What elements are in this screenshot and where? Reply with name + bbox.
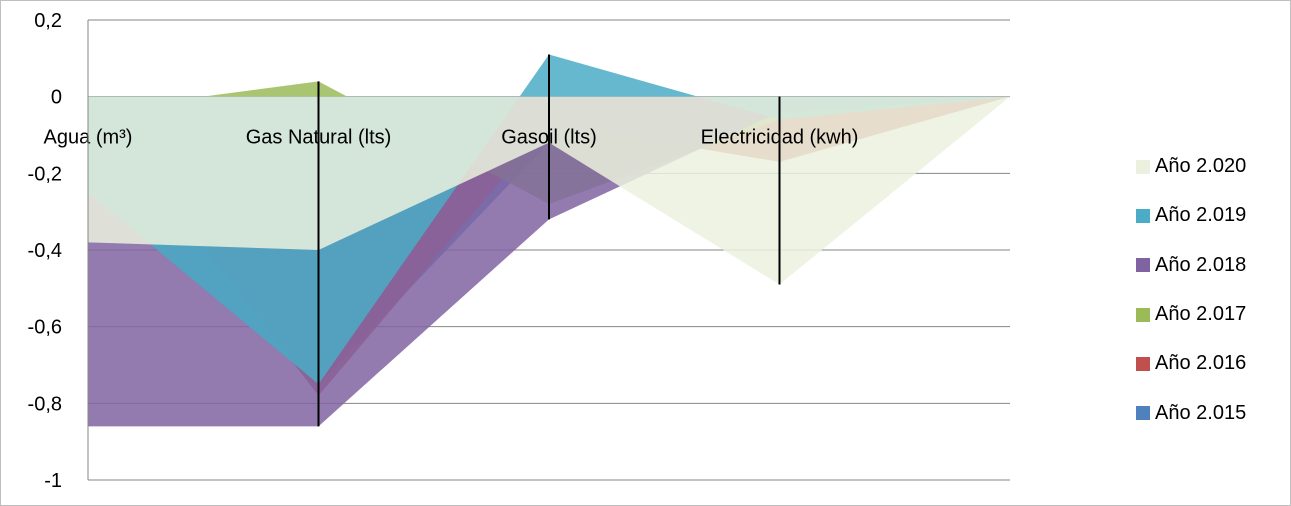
legend-item: Año 2.016 <box>1136 339 1286 388</box>
legend-item: Año 2.018 <box>1136 241 1286 290</box>
y-tick-label: 0 <box>51 87 62 109</box>
y-tick-label: -0,8 <box>28 393 62 415</box>
y-axis-tick-labels: 0,2 0 -0,2 -0,4 -0,6 -0,8 -1 <box>28 10 62 492</box>
legend-item: Año 2.019 <box>1136 191 1286 240</box>
legend-label: Año 2.019 <box>1155 204 1247 227</box>
category-labels: Agua (m³) Gas Natural (lts) Gasoil (lts) El… <box>44 127 859 149</box>
legend-swatch <box>1136 159 1150 174</box>
category-label: Gasoil (lts) <box>501 127 597 149</box>
y-tick-label: -1 <box>44 470 62 492</box>
legend-swatch <box>1136 208 1150 223</box>
legend-swatch <box>1136 406 1150 421</box>
legend-item: Año 2.020 <box>1136 142 1286 191</box>
legend-swatch <box>1136 258 1150 273</box>
category-label: Electricidad (kwh) <box>701 127 859 149</box>
legend-label: Año 2.015 <box>1155 401 1247 424</box>
category-label: Gas Natural (lts) <box>246 127 392 149</box>
y-tick-label: -0,4 <box>28 240 62 262</box>
legend: Año 2.020 Año 2.019 Año 2.018 Año 2.017 Año … <box>1136 142 1286 438</box>
legend-swatch <box>1136 307 1150 322</box>
legend-label: Año 2.018 <box>1155 253 1247 276</box>
category-drop-lines <box>317 54 781 427</box>
legend-label: Año 2.016 <box>1155 352 1247 375</box>
y-tick-label: -0,2 <box>28 163 62 185</box>
legend-label: Año 2.020 <box>1155 155 1247 178</box>
y-tick-label: 0,2 <box>34 10 62 32</box>
y-tick-label: -0,6 <box>28 317 62 339</box>
legend-item: Año 2.017 <box>1136 290 1286 339</box>
legend-swatch <box>1136 356 1150 371</box>
legend-item: Año 2.015 <box>1136 388 1286 437</box>
legend-label: Año 2.017 <box>1155 303 1247 326</box>
